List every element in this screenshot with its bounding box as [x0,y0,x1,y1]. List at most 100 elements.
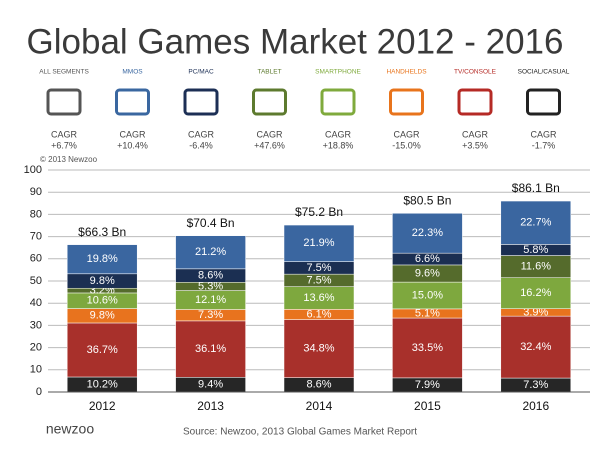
segment-label: 5.3% [198,280,223,292]
bar-segment [392,317,463,379]
segment-icon [183,88,219,116]
segment-label: 16.2% [520,287,551,299]
segment-name: HANDHELDS [386,69,427,76]
segment-label: 7.3% [523,379,548,391]
bar-segment [283,224,355,262]
segment-icon [389,88,424,116]
cagr-title: CAGR [119,129,146,139]
segment-label: 15.0% [412,289,443,301]
segment-name: TABLET [257,69,281,76]
cagr-value: +10.4% [117,140,148,150]
y-tick-label: 20 [30,342,42,354]
cagr-value: +47.6% [254,140,285,150]
segment-label: 8.6% [306,379,331,391]
cagr-title: CAGR [256,129,283,139]
bar-segment [500,315,572,379]
segment-label: 21.9% [303,237,334,249]
bar-segment [283,319,355,378]
cagr-title: CAGR [51,129,78,139]
total-label: $66.3 Bn [78,225,126,239]
segment-label: 7.5% [306,274,331,286]
y-tick-label: 0 [36,386,42,398]
segment-name: SOCIAL/CASUAL [518,69,570,76]
segment-label: 33.5% [412,342,443,354]
x-tick-label: 2016 [522,399,549,413]
bar-segment [500,277,572,309]
segment-label: 5.1% [415,307,440,319]
segment-label: 36.1% [195,343,226,355]
y-tick-label: 60 [30,253,42,265]
segment-label: 10.6% [87,295,118,307]
segment-label: 6.6% [415,253,440,265]
cagr-value: -15.0% [392,140,421,150]
segment-label: 3.9% [523,306,548,318]
chart-title: Global Games Market 2012 - 2016 [27,22,564,61]
x-tick-label: 2014 [306,399,333,413]
segment-label: 9.8% [90,310,115,322]
x-tick-label: 2013 [197,399,224,413]
cagr-value: +18.8% [323,140,354,150]
segment-label: 5.8% [523,244,548,256]
brand: newzoo [46,421,94,437]
segment-label: 34.8% [303,343,334,355]
segment-label: 10.2% [87,378,118,390]
cagr-title: CAGR [393,129,420,139]
segment-label: 22.7% [520,217,551,229]
bar-segment [66,322,138,378]
cagr-value: +6.7% [51,140,77,150]
segment-label: 9.4% [198,379,223,391]
segment-icon [46,88,82,116]
bar-segment [175,320,246,378]
y-tick-label: 70 [30,231,42,243]
total-label: $86.1 Bn [512,181,560,195]
segment-label: 9.6% [415,267,440,279]
segment-icon [320,88,356,116]
cagr-title: CAGR [188,129,215,139]
y-tick-label: 50 [30,275,42,287]
segment-label: 19.8% [87,253,118,265]
y-tick-label: 30 [30,319,42,331]
segment-label: 6.1% [306,308,331,320]
y-tick-label: 10 [30,364,42,376]
y-tick-label: 40 [30,297,42,309]
bar-segment [392,213,463,254]
segment-name: SMARTPHONE [315,69,361,76]
segment-label: 36.7% [87,344,118,356]
segment-label: 9.8% [90,275,115,287]
cagr-title: CAGR [325,129,352,139]
cagr-title: CAGR [530,129,557,139]
x-tick-label: 2015 [414,399,441,413]
x-tick-label: 2012 [89,399,116,413]
segment-label: 13.6% [303,292,334,304]
segment-label: 8.6% [198,269,223,281]
segment-label: 21.2% [195,246,226,258]
cagr-value: -1.7% [532,140,556,150]
total-label: $80.5 Bn [403,193,451,207]
bar-segment [500,200,572,245]
segment-label: 7.3% [198,309,223,321]
segment-icon [457,88,493,116]
segment-name: PC/MAC [188,69,214,76]
bar-segment [66,244,138,275]
segment-label: 7.9% [415,379,440,391]
segment-label: 22.3% [412,227,443,239]
segment-label: 12.1% [195,294,226,306]
segment-label: 11.6% [521,261,552,273]
segment-name: ALL SEGMENTS [39,69,89,76]
segment-icon [115,88,150,116]
total-label: $75.2 Bn [295,205,343,219]
total-label: $70.4 Bn [187,216,235,230]
y-tick-label: 100 [24,164,42,176]
copyright: © 2013 Newzoo [40,155,98,164]
cagr-title: CAGR [462,129,489,139]
segment-label: 7.5% [306,262,331,274]
source: Source: Newzoo, 2013 Global Games Market… [183,427,417,438]
y-tick-label: 90 [30,186,42,198]
segment-icon [252,88,287,116]
y-tick-label: 80 [30,208,42,220]
segment-name: MMOS [122,69,143,76]
bar-segment [175,235,246,270]
cagr-value: +3.5% [462,140,488,150]
cagr-value: -6.4% [189,140,213,150]
